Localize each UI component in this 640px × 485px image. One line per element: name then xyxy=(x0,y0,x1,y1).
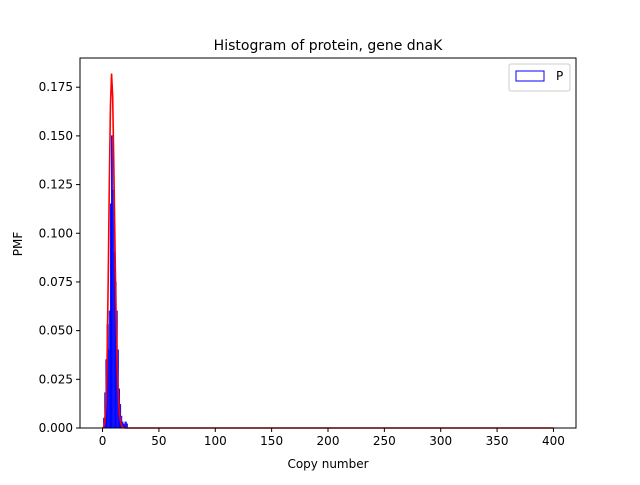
x-tick-label: 100 xyxy=(204,434,227,448)
y-tick-label: 0.000 xyxy=(39,421,73,435)
x-tick-label: 300 xyxy=(429,434,452,448)
x-tick-label: 400 xyxy=(542,434,565,448)
y-tick-label: 0.175 xyxy=(39,80,73,94)
y-tick-label: 0.025 xyxy=(39,372,73,386)
x-tick-label: 150 xyxy=(260,434,283,448)
legend-swatch-p xyxy=(515,70,545,82)
y-axis-label: PMF xyxy=(11,232,25,257)
x-tick-label: 350 xyxy=(486,434,509,448)
axes: 0 50 100 150 200 250 300 350 400 0.000 0.025 0.050 0… xyxy=(39,57,577,448)
y-tick-label: 0.150 xyxy=(39,129,73,143)
x-axis-label: Copy number xyxy=(287,457,368,471)
chart-title: Histogram of protein, gene dnaK xyxy=(214,38,443,54)
y-tick-label: 0.100 xyxy=(39,226,73,240)
x-tick-label: 200 xyxy=(317,434,340,448)
x-tick-label: 250 xyxy=(373,434,396,448)
x-tick-label: 0 xyxy=(99,434,107,448)
y-tick-label: 0.075 xyxy=(39,275,73,289)
legend: P xyxy=(508,63,571,92)
legend-label-p: P xyxy=(556,69,563,83)
x-tick-label: 50 xyxy=(151,434,166,448)
y-tick-label: 0.050 xyxy=(39,324,73,338)
y-tick-label: 0.125 xyxy=(39,178,73,192)
